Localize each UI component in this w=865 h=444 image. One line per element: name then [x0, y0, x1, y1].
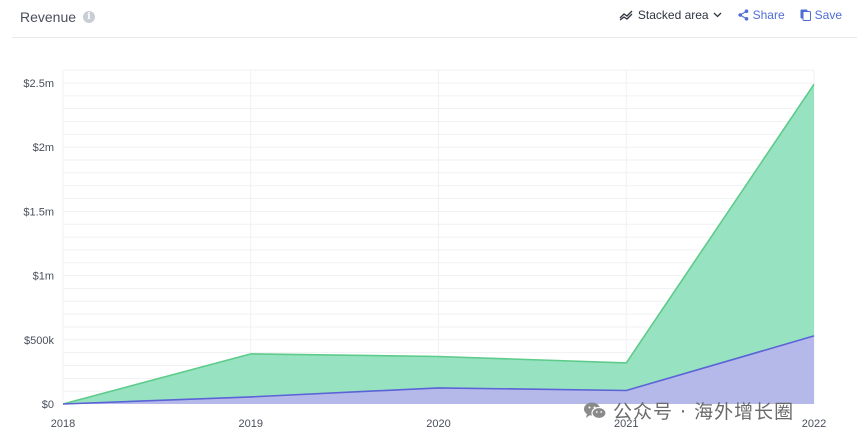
header-divider	[12, 37, 857, 38]
watermark-text: 公众号 · 海外增长圈	[613, 401, 795, 423]
save-icon	[800, 9, 811, 21]
share-label: Share	[752, 8, 785, 22]
x-tick-label: 2021	[614, 418, 638, 430]
y-tick-label: $0	[42, 399, 54, 411]
area-series-bottom	[63, 335, 814, 404]
line-series-bottom	[62, 335, 815, 405]
chart-type-dropdown[interactable]: Stacked area	[619, 8, 722, 22]
share-icon	[738, 9, 748, 21]
chevron-down-icon	[713, 12, 722, 18]
x-tick-label: 2022	[802, 418, 826, 430]
y-tick-label: $2m	[33, 142, 54, 154]
wechat-icon	[584, 402, 607, 419]
chart-title: Revenue	[20, 9, 77, 25]
watermark: 公众号 · 海外增长圈	[583, 397, 794, 424]
info-icon[interactable]: i	[83, 11, 95, 23]
y-tick-label: $1m	[33, 271, 54, 283]
y-tick-label: $2.5m	[23, 78, 54, 90]
y-tick-label: $1.5m	[23, 206, 54, 218]
share-button[interactable]: Share	[738, 8, 785, 22]
x-tick-label: 2018	[51, 418, 75, 430]
x-tick-label: 2019	[239, 418, 263, 430]
save-button[interactable]: Save	[800, 8, 842, 22]
x-tick-label: 2020	[426, 418, 450, 430]
chart-header: Revenue i Stacked area Share	[0, 0, 865, 36]
chart-toolbar: Stacked area Share Save	[619, 8, 842, 22]
save-label: Save	[814, 8, 842, 22]
chart-type-label: Stacked area	[637, 8, 709, 22]
stacked-area-icon	[619, 10, 633, 21]
y-tick-label: $500k	[24, 335, 54, 347]
line-series-top	[62, 83, 815, 405]
